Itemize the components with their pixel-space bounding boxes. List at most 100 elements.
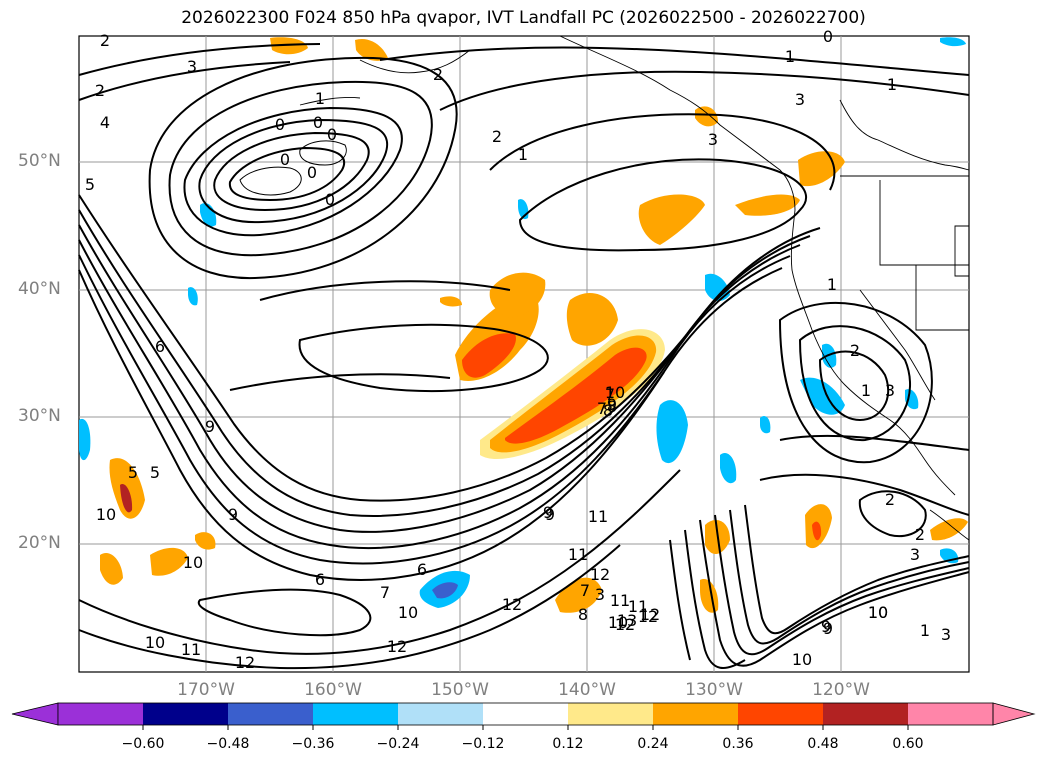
contour-label: 5 [150,463,160,482]
negative-anomaly-coast-2 [822,343,837,368]
contour-label: 2 [433,65,443,84]
contour-label: 1 [920,621,930,640]
colorbar-tick-label: −0.36 [291,736,335,752]
lon-label-120w: 120°W [812,680,870,700]
contour-label: 4 [100,113,110,132]
negative-anomaly-small-1 [760,415,771,434]
contour-label: 6 [315,570,325,589]
colorbar-segment [823,703,908,725]
contour-label: 0 [307,163,317,182]
contour-label: 2 [885,490,895,509]
contour-label: 12 [235,653,255,672]
contour-label: 11 [588,507,608,526]
contour-label: 9 [228,505,238,524]
contour-label: 12 [640,605,660,624]
contour-label: 12 [638,607,658,626]
contour-label: 9 [607,395,617,414]
contour-label: 5 [85,175,95,194]
positive-anomaly-blob-2 [489,272,546,318]
colorbar-tick-label: 0.60 [892,736,924,752]
contour-label: 10 [145,633,165,652]
contour-label: 10 [183,553,203,572]
colorbar-segment [908,703,993,725]
colorbar-segment [398,703,483,725]
positive-anomaly-sw [150,547,188,576]
contour-label: 2 [915,525,925,544]
contour-label: 6 [417,560,427,579]
contour-label: 3 [795,90,805,109]
contour-label: 11 [628,597,648,616]
contour-label: 8 [603,401,613,420]
contour-label: 2 [100,31,110,50]
lon-label-140w: 140°W [558,680,616,700]
colorbar-tick-label: −0.24 [376,736,420,752]
positive-anomaly-north [270,37,308,55]
lon-label-160w: 160°W [304,680,362,700]
contour-label: 1 [785,47,795,66]
colorbar-tick-label: 0.48 [807,736,839,752]
contour-label: 1 [315,89,325,108]
contour-label: 9 [205,417,215,436]
negative-anomaly-west [200,202,217,227]
positive-anomaly-west-3 [195,532,216,550]
contour-label: 12 [387,637,407,656]
contour-label: 1 [861,381,871,400]
colorbar-segment [313,703,398,725]
contour-label: 3 [910,545,920,564]
colorbar-tick-label: 0.36 [722,736,754,752]
colorbar-segment [483,703,568,725]
contour-label: 7 [605,385,615,404]
contour-label: 11 [181,640,201,659]
colorbar-segment [58,703,143,725]
contour-label: 3 [708,130,718,149]
lon-label-130w: 130°W [685,680,743,700]
contour-label: 7 [380,583,390,602]
lat-label-20n: 20°N [18,533,61,553]
colorbar-extend-min [11,702,59,726]
colorbar-tick-label: 0.12 [552,736,584,752]
contour-label: 0 [327,125,337,144]
colorbar-segment [653,703,738,725]
contour-label: 9 [543,503,553,522]
contour-label: 10 [608,613,628,632]
positive-anomaly-coast-2 [798,151,845,187]
contour-label: 2 [492,127,502,146]
contour-label: 8 [578,605,588,624]
positive-anomaly-pacific [440,296,462,307]
contour-label: 5 [128,463,138,482]
contour-label: 1 [827,275,837,294]
contour-label: 3 [885,381,895,400]
contour-label: 0 [280,150,290,169]
negative-anomaly-small-3 [188,287,198,306]
contour-label: 3 [187,57,197,76]
lon-label-170w: 170°W [177,680,235,700]
contour-label: 10 [605,383,625,402]
contour-label: 11 [610,591,630,610]
figure-title: 2026022300 F024 850 hPa qvapor, IVT Land… [181,8,866,28]
contour-label: 0 [313,113,323,132]
contour-label: 1 [518,145,528,164]
colorbar-outline [57,702,994,726]
lat-label-40n: 40°N [18,279,61,299]
contour-label: 10 [398,603,418,622]
colorbar-tick-label: 0.24 [637,736,669,752]
contour-label: 12 [502,595,522,614]
positive-anomaly-alaska [695,106,718,127]
contour-label: 11 [568,545,588,564]
negative-anomaly-center-core [432,582,458,599]
positive-anomaly-ne [638,194,705,245]
contour-label: 13 [617,611,637,630]
colorbar-segment [568,703,653,725]
contour-label: 3 [595,585,605,604]
contour-label: 7 [597,399,607,418]
contour-label: 0 [823,27,833,46]
contour-label: 3 [941,625,951,644]
colorbar-segment [228,703,313,725]
negative-anomaly-small-5 [940,37,966,47]
negative-anomaly-west-2 [79,418,91,461]
contour-label: 12 [590,565,610,584]
negative-anomaly-mid [720,452,737,484]
positive-anomaly-blob-core [462,333,516,378]
negative-anomaly-east-2 [705,273,730,302]
positive-anomaly-se-core [812,521,822,541]
